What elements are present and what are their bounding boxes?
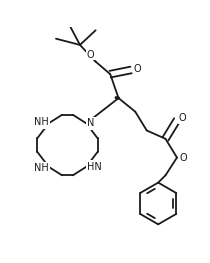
Text: NH: NH: [34, 117, 49, 127]
Text: O: O: [179, 113, 186, 123]
Text: O: O: [134, 64, 141, 74]
Text: NH: NH: [34, 163, 49, 173]
Text: O: O: [87, 49, 94, 59]
Text: N: N: [87, 118, 95, 128]
Text: HN: HN: [87, 162, 102, 172]
Text: O: O: [180, 153, 187, 163]
